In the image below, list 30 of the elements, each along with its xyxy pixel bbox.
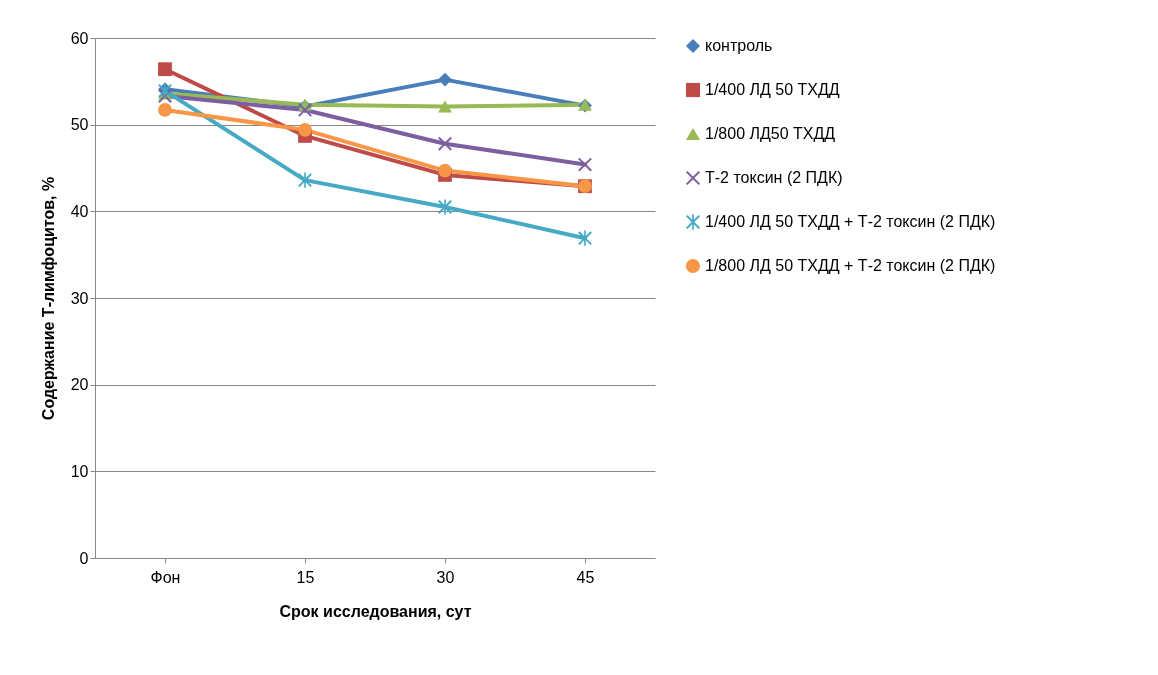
point	[158, 62, 172, 77]
legend-label: 1/800 ЛД50 ТХДД	[705, 125, 836, 142]
point	[298, 122, 312, 137]
point	[298, 103, 312, 117]
point	[438, 100, 452, 113]
y-tick-label: 20	[70, 376, 89, 394]
x-tick-label: 30	[436, 568, 455, 586]
y-tick-label: 50	[70, 116, 89, 134]
point	[438, 163, 452, 178]
y-axis-title: Содержание Т-лимфоцитов, %	[39, 176, 57, 421]
x-axis-title: Срок исследования, сут	[279, 602, 472, 620]
x-tick-label: 45	[576, 568, 595, 586]
legend-label: контроль	[705, 37, 773, 54]
y-tick-label: 0	[79, 549, 89, 567]
point	[438, 136, 452, 151]
y-tick-label: 60	[70, 29, 89, 47]
point	[438, 199, 452, 215]
y-tick-label: 10	[70, 462, 89, 480]
legend-label: 1/400 ЛД 50 ТХДД + Т-2 токсин (2 ПДК)	[705, 213, 996, 230]
x-tick-label: 15	[296, 568, 315, 586]
point	[438, 72, 452, 87]
legend-label: Т-2 токсин (2 ПДК)	[705, 169, 843, 186]
y-tick-label: 30	[70, 289, 89, 307]
legend-label: 1/800 ЛД 50 ТХДД + Т-2 токсин (2 ПДК)	[705, 257, 996, 274]
point	[578, 230, 592, 246]
legend-label: 1/400 ЛД 50 ТХДД	[705, 81, 840, 98]
x-tick-label: Фон	[150, 568, 181, 586]
point	[298, 172, 312, 188]
point	[158, 103, 172, 117]
y-tick-label: 40	[70, 202, 89, 220]
